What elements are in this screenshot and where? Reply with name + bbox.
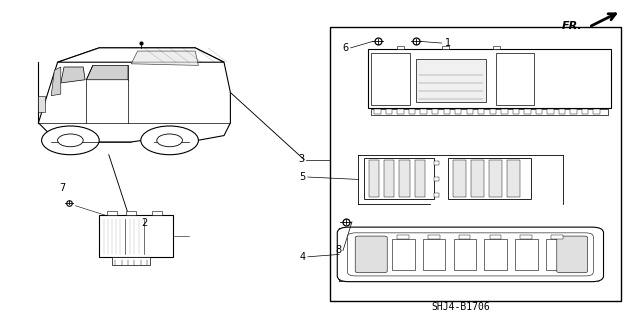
Text: 5: 5 [300, 172, 306, 182]
Bar [559, 109, 565, 114]
Bar [374, 109, 381, 114]
Bar [444, 109, 450, 114]
Text: 1: 1 [445, 38, 451, 48]
Bar [513, 109, 519, 114]
FancyBboxPatch shape [371, 53, 410, 105]
Bar [397, 109, 404, 114]
Text: FR.: FR. [562, 20, 582, 31]
FancyBboxPatch shape [515, 239, 538, 270]
Text: 6: 6 [342, 43, 349, 53]
Bar [386, 109, 392, 114]
Bar [399, 160, 410, 197]
Bar [490, 235, 501, 239]
Polygon shape [51, 67, 61, 96]
Bar [434, 193, 439, 197]
FancyBboxPatch shape [392, 239, 415, 270]
FancyBboxPatch shape [368, 49, 611, 108]
Bar [434, 161, 439, 165]
Bar [442, 46, 449, 49]
Bar [547, 109, 554, 114]
Bar [432, 109, 438, 114]
FancyBboxPatch shape [99, 215, 173, 257]
Text: 2: 2 [141, 218, 147, 228]
FancyBboxPatch shape [330, 27, 621, 301]
FancyBboxPatch shape [546, 239, 568, 270]
Polygon shape [58, 48, 224, 62]
Text: 8: 8 [335, 245, 341, 256]
Bar [501, 109, 508, 114]
Bar [507, 160, 520, 197]
Text: SHJ4-B1706: SHJ4-B1706 [431, 302, 490, 312]
FancyBboxPatch shape [38, 96, 45, 112]
Bar [520, 235, 532, 239]
FancyBboxPatch shape [423, 239, 445, 270]
Bar [455, 109, 461, 114]
Bar [434, 177, 439, 181]
Circle shape [141, 126, 198, 155]
FancyBboxPatch shape [496, 53, 534, 105]
Circle shape [42, 126, 99, 155]
Bar [409, 109, 415, 114]
Circle shape [58, 134, 83, 147]
Bar [397, 235, 409, 239]
Bar [428, 235, 440, 239]
Polygon shape [86, 65, 128, 80]
Bar [397, 46, 404, 49]
Bar [107, 211, 117, 215]
Circle shape [157, 134, 182, 147]
FancyBboxPatch shape [557, 236, 588, 273]
Bar [420, 109, 427, 114]
Bar [493, 46, 500, 49]
Bar [471, 160, 484, 197]
Polygon shape [38, 48, 230, 142]
Bar [551, 235, 563, 239]
FancyBboxPatch shape [416, 59, 486, 102]
Text: 3: 3 [298, 154, 304, 165]
Bar [570, 109, 577, 114]
FancyBboxPatch shape [448, 158, 531, 199]
Bar [593, 109, 600, 114]
FancyBboxPatch shape [337, 227, 604, 282]
FancyBboxPatch shape [355, 236, 387, 273]
Bar [582, 109, 588, 114]
FancyBboxPatch shape [371, 109, 608, 115]
FancyBboxPatch shape [112, 257, 150, 265]
Bar [415, 160, 425, 197]
Text: 7: 7 [60, 183, 66, 193]
Bar [489, 160, 502, 197]
FancyBboxPatch shape [484, 239, 507, 270]
Bar [384, 160, 394, 197]
Bar [467, 109, 473, 114]
Polygon shape [61, 67, 85, 83]
Bar [126, 211, 136, 215]
Text: 4: 4 [300, 252, 306, 262]
FancyBboxPatch shape [454, 239, 476, 270]
Bar [459, 235, 470, 239]
FancyBboxPatch shape [348, 233, 593, 276]
Bar [478, 109, 484, 114]
Bar [536, 109, 542, 114]
Bar [453, 160, 466, 197]
Bar [369, 160, 379, 197]
Polygon shape [131, 51, 198, 65]
Bar [490, 109, 496, 114]
FancyBboxPatch shape [364, 158, 434, 199]
Bar [524, 109, 531, 114]
Bar [152, 211, 162, 215]
